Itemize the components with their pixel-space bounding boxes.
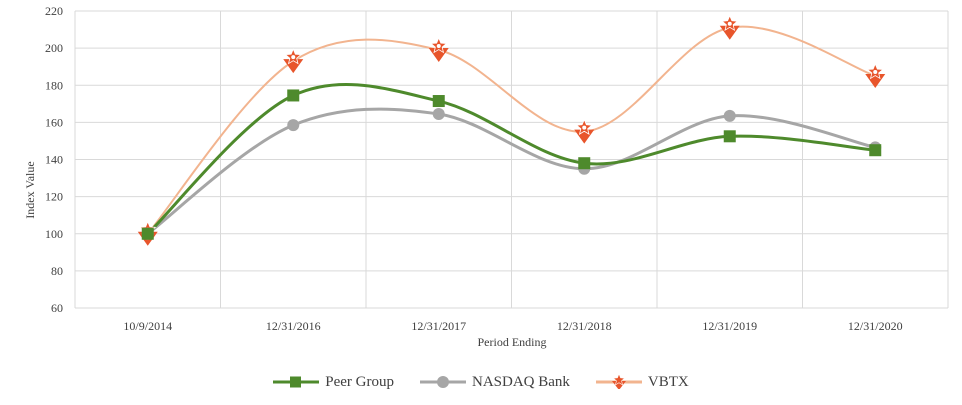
vbtx-point [574, 118, 595, 144]
y-tick-label: 120 [45, 190, 63, 204]
nasdaq-bank-point [432, 108, 445, 121]
peer-group-point [432, 95, 445, 108]
legend-label-vbtx: VBTX [647, 373, 689, 390]
y-tick-label: 200 [45, 41, 63, 55]
series-line [146, 107, 876, 235]
y-tick-label: 220 [45, 4, 63, 18]
square-marker-icon [273, 376, 320, 388]
vbtx-point [428, 36, 449, 62]
peer-group-point [578, 157, 591, 170]
y-tick-label: 80 [51, 264, 63, 278]
peer-group-point [141, 227, 154, 240]
peer-group-point [869, 144, 882, 157]
line-chart: 60 80 100 120 140 160 180 200 220 10/9/2014 12/31… [23, 4, 949, 349]
legend: Peer Group NASDAQ Bank VBTX [0, 370, 962, 394]
y-axis-title: Index Value [23, 161, 37, 218]
circle-marker-icon [419, 376, 466, 388]
gridlines [74, 10, 949, 309]
legend-item-peer-group: Peer Group [273, 374, 394, 391]
y-tick-label: 180 [45, 78, 63, 92]
nasdaq-bank-point [723, 109, 736, 122]
peer-group-point [287, 89, 300, 102]
legend-label-peer-group: Peer Group [325, 373, 394, 390]
x-tick-label: 12/31/2016 [266, 319, 321, 333]
vbtx-point [719, 14, 740, 40]
y-axis-ticks: 60 80 100 120 140 160 180 200 220 [45, 4, 63, 315]
x-tick-label: 12/31/2020 [848, 319, 903, 333]
x-tick-label: 10/9/2014 [123, 319, 172, 333]
star-marker-icon [595, 375, 642, 389]
legend-item-vbtx: VBTX [595, 373, 689, 391]
x-axis-title: Period Ending [478, 335, 547, 349]
nasdaq-bank-point [287, 119, 300, 132]
legend-label-nasdaq-bank: NASDAQ Bank [471, 373, 570, 390]
vbtx-point [283, 48, 304, 74]
series-line [146, 83, 876, 235]
x-tick-label: 12/31/2017 [411, 319, 466, 333]
legend-item-nasdaq-bank: NASDAQ Bank [419, 373, 570, 391]
x-tick-label: 12/31/2018 [557, 319, 612, 333]
vbtx-point [865, 62, 886, 88]
y-tick-label: 160 [45, 115, 63, 129]
series-markers [137, 14, 886, 246]
x-axis-ticks: 10/9/2014 12/31/2016 12/31/2017 12/31/2018 1… [123, 319, 902, 333]
x-tick-label: 12/31/2019 [702, 319, 757, 333]
y-tick-label: 60 [51, 301, 63, 315]
y-tick-label: 140 [45, 153, 63, 167]
y-tick-label: 100 [45, 227, 63, 241]
peer-group-point [723, 130, 736, 143]
